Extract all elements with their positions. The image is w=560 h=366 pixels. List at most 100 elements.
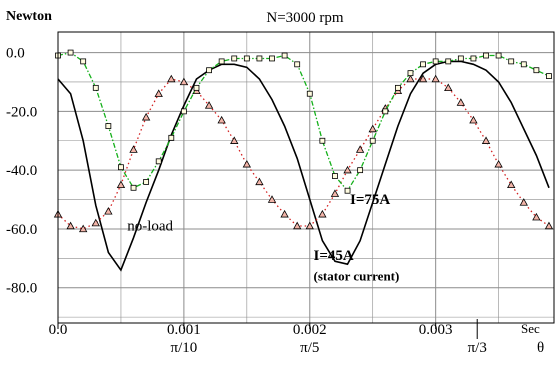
data-point-square bbox=[394, 84, 401, 91]
data-point-square bbox=[420, 61, 426, 68]
data-point-square bbox=[168, 134, 175, 141]
data-point-triangle bbox=[179, 77, 189, 86]
data-point-triangle bbox=[519, 198, 528, 206]
data-point-triangle bbox=[129, 145, 138, 153]
data-point-triangle bbox=[242, 159, 252, 168]
data-point-square bbox=[105, 123, 112, 129]
data-point-square bbox=[533, 67, 540, 74]
y-tick-label: -40.0 bbox=[6, 163, 37, 179]
data-point-triangle bbox=[418, 74, 428, 83]
data-point-square bbox=[243, 55, 250, 62]
series-line bbox=[57, 51, 550, 192]
data-point-square bbox=[319, 137, 326, 144]
data-point-triangle bbox=[267, 195, 277, 203]
data-point-square bbox=[193, 84, 200, 91]
data-point-triangle bbox=[494, 159, 503, 168]
data-point-square bbox=[180, 108, 187, 115]
data-point-triangle bbox=[217, 115, 226, 124]
data-point-triangle bbox=[330, 189, 340, 197]
data-point-square bbox=[218, 58, 225, 65]
data-point-triangle bbox=[469, 115, 478, 124]
data-point-triangle bbox=[66, 221, 75, 230]
data-point-triangle bbox=[431, 74, 440, 83]
data-point-square bbox=[508, 58, 515, 65]
data-point-square bbox=[306, 90, 313, 97]
data-point-triangle bbox=[406, 74, 415, 83]
annotation-label: I=75A bbox=[350, 192, 390, 208]
angle-tick-label: π/5 bbox=[300, 340, 319, 356]
y-axis-label: Newton bbox=[6, 9, 52, 24]
angle-axis-label: θ bbox=[537, 340, 544, 356]
data-point-triangle bbox=[167, 74, 176, 83]
data-point-triangle bbox=[355, 145, 365, 153]
data-point-triangle bbox=[230, 136, 239, 144]
data-point-square bbox=[344, 187, 351, 194]
data-point-triangle bbox=[532, 212, 541, 221]
data-point-square bbox=[67, 49, 74, 56]
series-group bbox=[53, 49, 554, 272]
data-point-triangle bbox=[481, 136, 491, 144]
labels: Newton N=3000 rpm Sec θ 0.0 -20.0 -40.0 -60… bbox=[6, 9, 544, 356]
data-point-square bbox=[256, 55, 263, 62]
angle-tick-label: π/3 bbox=[468, 340, 487, 356]
data-point-triangle bbox=[507, 180, 516, 189]
data-point-triangle bbox=[141, 112, 151, 121]
data-point-triangle bbox=[544, 221, 554, 230]
data-point-square bbox=[130, 184, 137, 191]
data-point-triangle bbox=[318, 209, 327, 218]
data-point-square bbox=[495, 52, 502, 59]
data-point-square bbox=[206, 67, 212, 74]
data-point-square bbox=[520, 61, 527, 68]
data-point-square bbox=[407, 70, 414, 77]
annotation-label: (stator current) bbox=[314, 268, 400, 283]
data-point-triangle bbox=[91, 218, 100, 227]
data-point-square bbox=[483, 52, 489, 59]
data-point-square bbox=[432, 58, 439, 65]
annotation-label: I=45A bbox=[314, 248, 354, 264]
data-point-triangle bbox=[368, 124, 377, 133]
data-point-triangle bbox=[444, 83, 453, 92]
data-point-triangle bbox=[116, 180, 126, 189]
data-point-square bbox=[269, 55, 275, 62]
data-point-square bbox=[281, 52, 288, 59]
data-point-square bbox=[92, 84, 99, 91]
data-point-triangle bbox=[78, 224, 88, 233]
y-tick-label: -20.0 bbox=[6, 104, 37, 120]
x-tick-label: 0.002 bbox=[293, 322, 327, 338]
x-tick-label: 0.003 bbox=[419, 322, 453, 338]
x-tick-label: 0.001 bbox=[167, 322, 201, 338]
data-point-triangle bbox=[154, 89, 163, 97]
data-point-square bbox=[470, 55, 477, 62]
data-point-square bbox=[457, 55, 464, 62]
data-point-square bbox=[118, 164, 124, 171]
data-point-triangle bbox=[293, 221, 302, 230]
data-point-square bbox=[445, 58, 452, 65]
series-line bbox=[57, 78, 550, 230]
data-point-square bbox=[231, 55, 238, 62]
data-point-triangle bbox=[280, 209, 289, 218]
y-tick-label: 0.0 bbox=[6, 46, 25, 62]
data-point-square bbox=[546, 73, 552, 79]
data-point-square bbox=[294, 61, 301, 68]
series-no-load bbox=[57, 60, 550, 272]
chart-title: N=3000 rpm bbox=[266, 10, 344, 26]
axes bbox=[57, 31, 555, 339]
y-tick-label: -80.0 bbox=[6, 281, 37, 297]
data-point-square bbox=[357, 167, 364, 174]
data-point-triangle bbox=[104, 206, 113, 215]
x-axis-unit-label: Sec bbox=[521, 321, 540, 336]
data-point-square bbox=[369, 137, 376, 144]
data-point-triangle bbox=[204, 101, 214, 109]
data-point-triangle bbox=[456, 98, 466, 106]
data-point-square bbox=[382, 108, 389, 115]
data-point-triangle bbox=[343, 165, 352, 174]
annotation-label: no-load bbox=[127, 218, 173, 234]
data-point-square bbox=[155, 158, 162, 165]
data-point-square bbox=[143, 179, 150, 185]
data-point-square bbox=[332, 173, 338, 179]
data-point-triangle bbox=[305, 221, 314, 230]
series-line bbox=[57, 60, 550, 272]
